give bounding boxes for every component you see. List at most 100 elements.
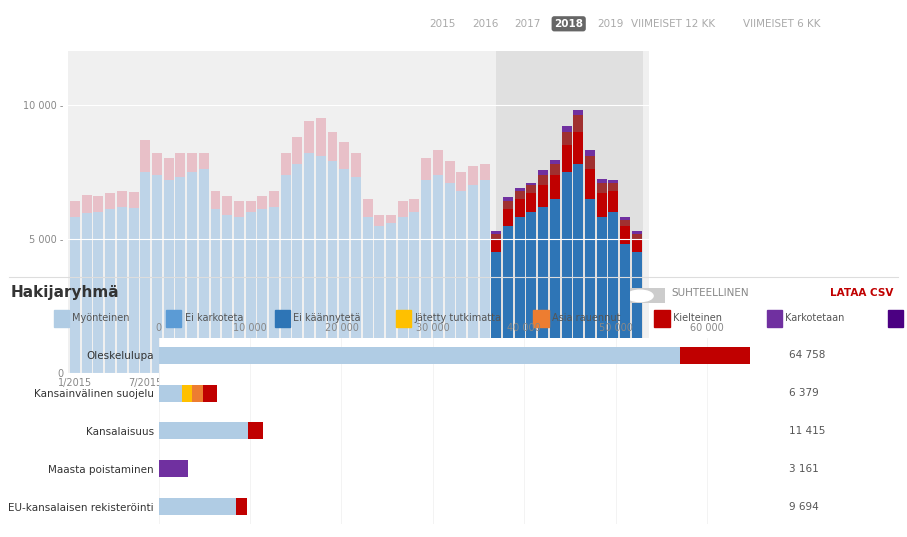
Circle shape (627, 290, 653, 302)
Bar (409, 199, 419, 212)
Bar (585, 199, 595, 373)
Text: SUHTEELLINEN: SUHTEELLINEN (671, 288, 749, 299)
Bar (398, 201, 408, 217)
Bar (129, 208, 139, 373)
Bar (199, 169, 209, 373)
Bar (515, 199, 525, 217)
Bar (203, 384, 217, 402)
Bar (249, 423, 263, 439)
Bar (492, 252, 502, 373)
Text: 3 161: 3 161 (789, 464, 819, 474)
Bar (93, 212, 103, 373)
Text: VIIMEISET 6 KK: VIIMEISET 6 KK (743, 19, 821, 29)
Bar (526, 185, 536, 193)
Bar (538, 207, 548, 373)
Bar (585, 150, 595, 156)
Text: Ei käännytetä: Ei käännytetä (293, 313, 361, 323)
Bar (888, 310, 903, 326)
Bar (526, 212, 536, 373)
Bar (246, 201, 256, 212)
Bar (222, 215, 232, 373)
Bar (163, 158, 173, 180)
Bar (269, 191, 279, 207)
Bar (269, 207, 279, 373)
Text: 2017: 2017 (513, 19, 541, 29)
Bar (409, 212, 419, 373)
Text: 2019: 2019 (597, 19, 624, 29)
Bar (281, 175, 290, 373)
Bar (304, 121, 314, 153)
Bar (187, 172, 197, 373)
Bar (316, 156, 326, 373)
Bar (597, 217, 607, 373)
Bar (258, 196, 268, 209)
Bar (386, 223, 396, 373)
Bar (82, 194, 92, 213)
Bar (480, 180, 490, 373)
Bar (199, 153, 209, 169)
Bar (620, 244, 630, 373)
Text: Asia rauennut: Asia rauennut (551, 313, 620, 323)
Bar (632, 234, 642, 239)
Bar (421, 180, 431, 373)
Bar (292, 164, 302, 373)
Bar (163, 180, 173, 373)
Bar (433, 150, 443, 175)
Bar (609, 180, 619, 183)
Bar (351, 153, 361, 177)
Bar (292, 137, 302, 164)
Text: Myönteinen: Myönteinen (72, 313, 130, 323)
Bar (550, 175, 560, 199)
Bar (496, 51, 643, 373)
Bar (456, 172, 466, 191)
Bar (433, 175, 443, 373)
Bar (117, 207, 127, 373)
Bar (632, 239, 642, 252)
Bar (526, 193, 536, 212)
Bar (492, 231, 502, 234)
Bar (632, 231, 642, 234)
Bar (70, 201, 80, 217)
Bar (620, 226, 630, 244)
Bar (70, 217, 80, 373)
Bar (234, 217, 244, 373)
Bar (159, 347, 679, 364)
Bar (159, 423, 249, 439)
Bar (573, 115, 583, 132)
Bar (395, 310, 411, 326)
Bar (363, 217, 373, 373)
Bar (526, 183, 536, 185)
Bar (210, 209, 220, 373)
Bar (515, 191, 525, 199)
Bar (421, 158, 431, 180)
Bar (573, 164, 583, 373)
Bar (159, 460, 188, 477)
Bar (492, 234, 502, 239)
Bar (304, 153, 314, 373)
Bar (620, 217, 630, 220)
Bar (679, 347, 750, 364)
Bar (538, 175, 548, 185)
Bar (93, 196, 103, 212)
Bar (561, 126, 571, 132)
Bar (105, 209, 115, 373)
Bar (191, 384, 203, 402)
Bar (82, 213, 92, 373)
Bar (166, 310, 181, 326)
Bar (561, 132, 571, 145)
Bar (386, 215, 396, 223)
Bar (538, 185, 548, 207)
Bar (152, 175, 162, 373)
Bar (54, 310, 69, 326)
Bar (105, 193, 115, 209)
Text: Jätetty tutkimatta: Jätetty tutkimatta (414, 313, 502, 323)
Bar (339, 142, 349, 169)
Bar (456, 191, 466, 373)
Text: 6 379: 6 379 (789, 388, 819, 398)
Bar (117, 191, 127, 207)
Bar (181, 384, 191, 402)
Bar (468, 185, 478, 373)
Bar (375, 215, 385, 226)
Bar (234, 201, 244, 217)
Bar (275, 310, 290, 326)
